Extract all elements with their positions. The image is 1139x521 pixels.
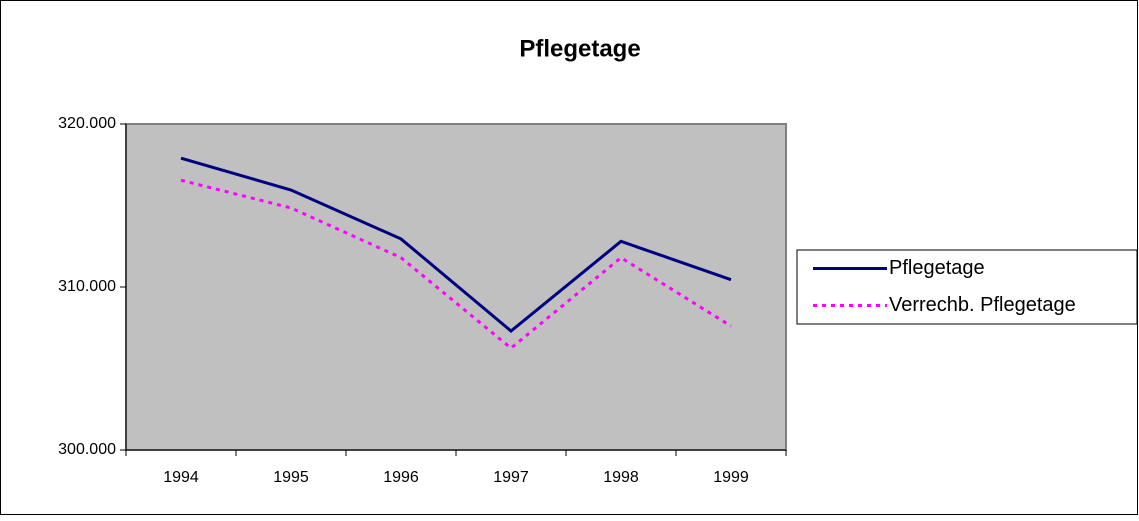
x-tick-label: 1999 (713, 469, 749, 486)
legend-box (796, 249, 1138, 325)
y-tick-label: 300.000 (58, 441, 116, 458)
legend-label: Pflegetage (889, 257, 985, 279)
x-tick-label: 1998 (603, 469, 639, 486)
y-tick-label: 320.000 (58, 115, 116, 132)
series-line (180, 178, 732, 351)
chart-title: Pflegetage (519, 35, 640, 62)
x-tick-label: 1994 (163, 469, 199, 486)
plot-area (125, 123, 787, 451)
x-tick-label: 1997 (493, 469, 529, 486)
x-tick-label: 1996 (383, 469, 419, 486)
legend-label: Verrechb. Pflegetage (889, 294, 1076, 316)
series-line (180, 156, 732, 333)
x-tick-label: 1995 (273, 469, 309, 486)
y-tick-label: 310.000 (58, 278, 116, 295)
